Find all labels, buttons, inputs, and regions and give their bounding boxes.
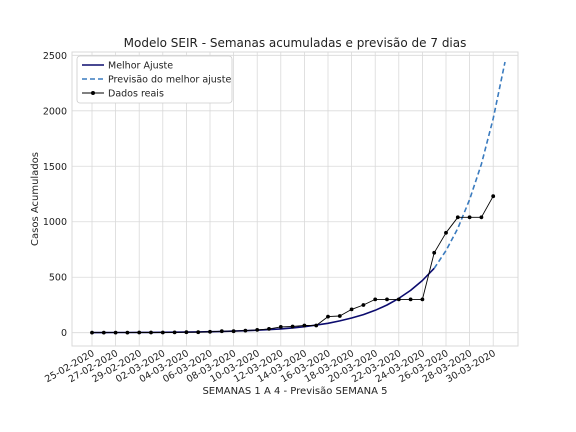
series-observed-point [161,331,165,335]
series-observed-point [291,325,295,329]
series-observed-point [491,194,495,198]
x-axis-label: SEMANAS 1 A 4 - Previsão SEMANA 5 [202,386,387,397]
series-observed-point [90,331,94,335]
x-tick-labels: 25-02-202027-02-202029-02-202002-03-2020… [43,348,498,385]
series-observed-point [255,328,259,332]
series-observed-point [303,324,307,328]
series-observed-point [421,298,425,302]
series-observed-point [279,325,283,329]
series-observed-point [326,315,330,319]
series-observed-point [208,330,212,334]
series-observed-point [397,298,401,302]
series-observed-point [432,251,436,255]
series-observed-point [185,330,189,334]
y-tick-label: 1500 [43,162,67,173]
y-tick-label: 1000 [43,217,67,228]
legend-observed-label: Dados reais [108,89,164,100]
y-tick-label: 2000 [43,106,67,117]
series-observed-point [196,330,200,334]
legend-fit-label: Melhor Ajuste [108,61,173,72]
series-observed-point [350,308,354,312]
series-observed-point [232,329,236,333]
series-observed-point [267,327,271,331]
legend-observed-marker [91,91,95,95]
series-observed-point [468,215,472,219]
series-observed-point [338,314,342,318]
y-tick-labels: 0 500 1000 1500 2000 2500 [43,51,67,339]
legend-forecast-label: Previsão do melhor ajuste [108,75,231,86]
series-observed-point [409,298,413,302]
series-observed-point [456,215,460,219]
series-observed-point [444,231,448,235]
series-observed-point [385,298,389,302]
series-observed-point [314,324,318,328]
series-observed-point [102,331,106,335]
series-observed-point [126,331,130,335]
y-tick-label: 0 [61,328,67,339]
series-observed-point [220,329,224,333]
legend: Melhor Ajuste Previsão do melhor ajuste … [77,56,232,103]
series-observed-point [149,331,153,335]
series-observed-point [173,331,177,335]
chart-title: Modelo SEIR - Semanas acumuladas e previ… [124,36,467,50]
series-observed-point [373,298,377,302]
y-tick-label: 2500 [43,51,67,62]
series-observed-point [137,331,141,335]
y-axis-label: Casos Acumulados [30,152,41,246]
series-observed-point [362,303,366,307]
series-observed-point [114,331,118,335]
y-tick-label: 500 [49,273,67,284]
series-observed-point [480,215,484,219]
series-observed-point [244,329,248,333]
